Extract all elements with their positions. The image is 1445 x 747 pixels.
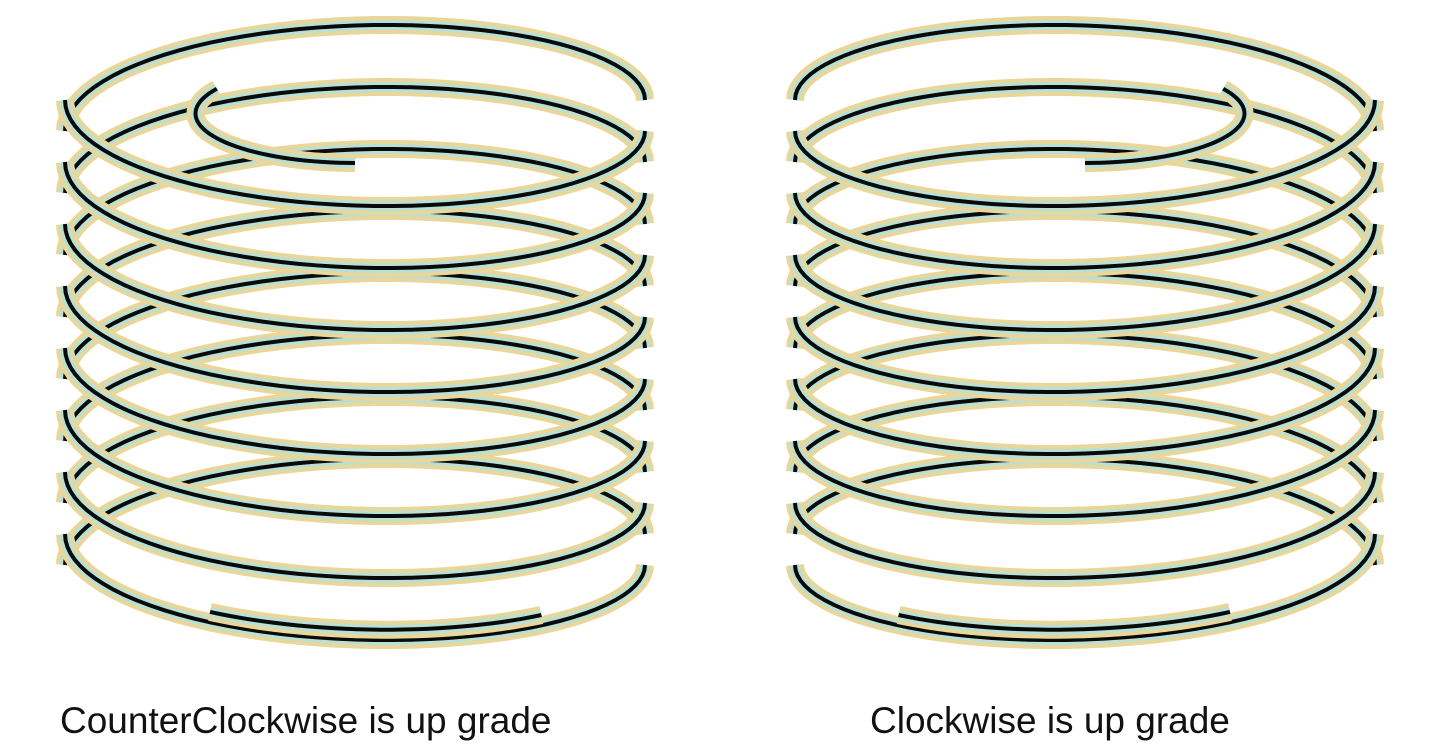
diagram-stage: CounterClockwise is up grade Clockwise i… [0, 0, 1445, 747]
helix-svg [740, 0, 1440, 747]
helix-cw-panel [740, 0, 1440, 747]
caption-cw: Clockwise is up grade [870, 700, 1230, 742]
helix-svg [0, 0, 700, 747]
caption-ccw: CounterClockwise is up grade [60, 700, 552, 742]
helix-ccw-panel [0, 0, 700, 747]
